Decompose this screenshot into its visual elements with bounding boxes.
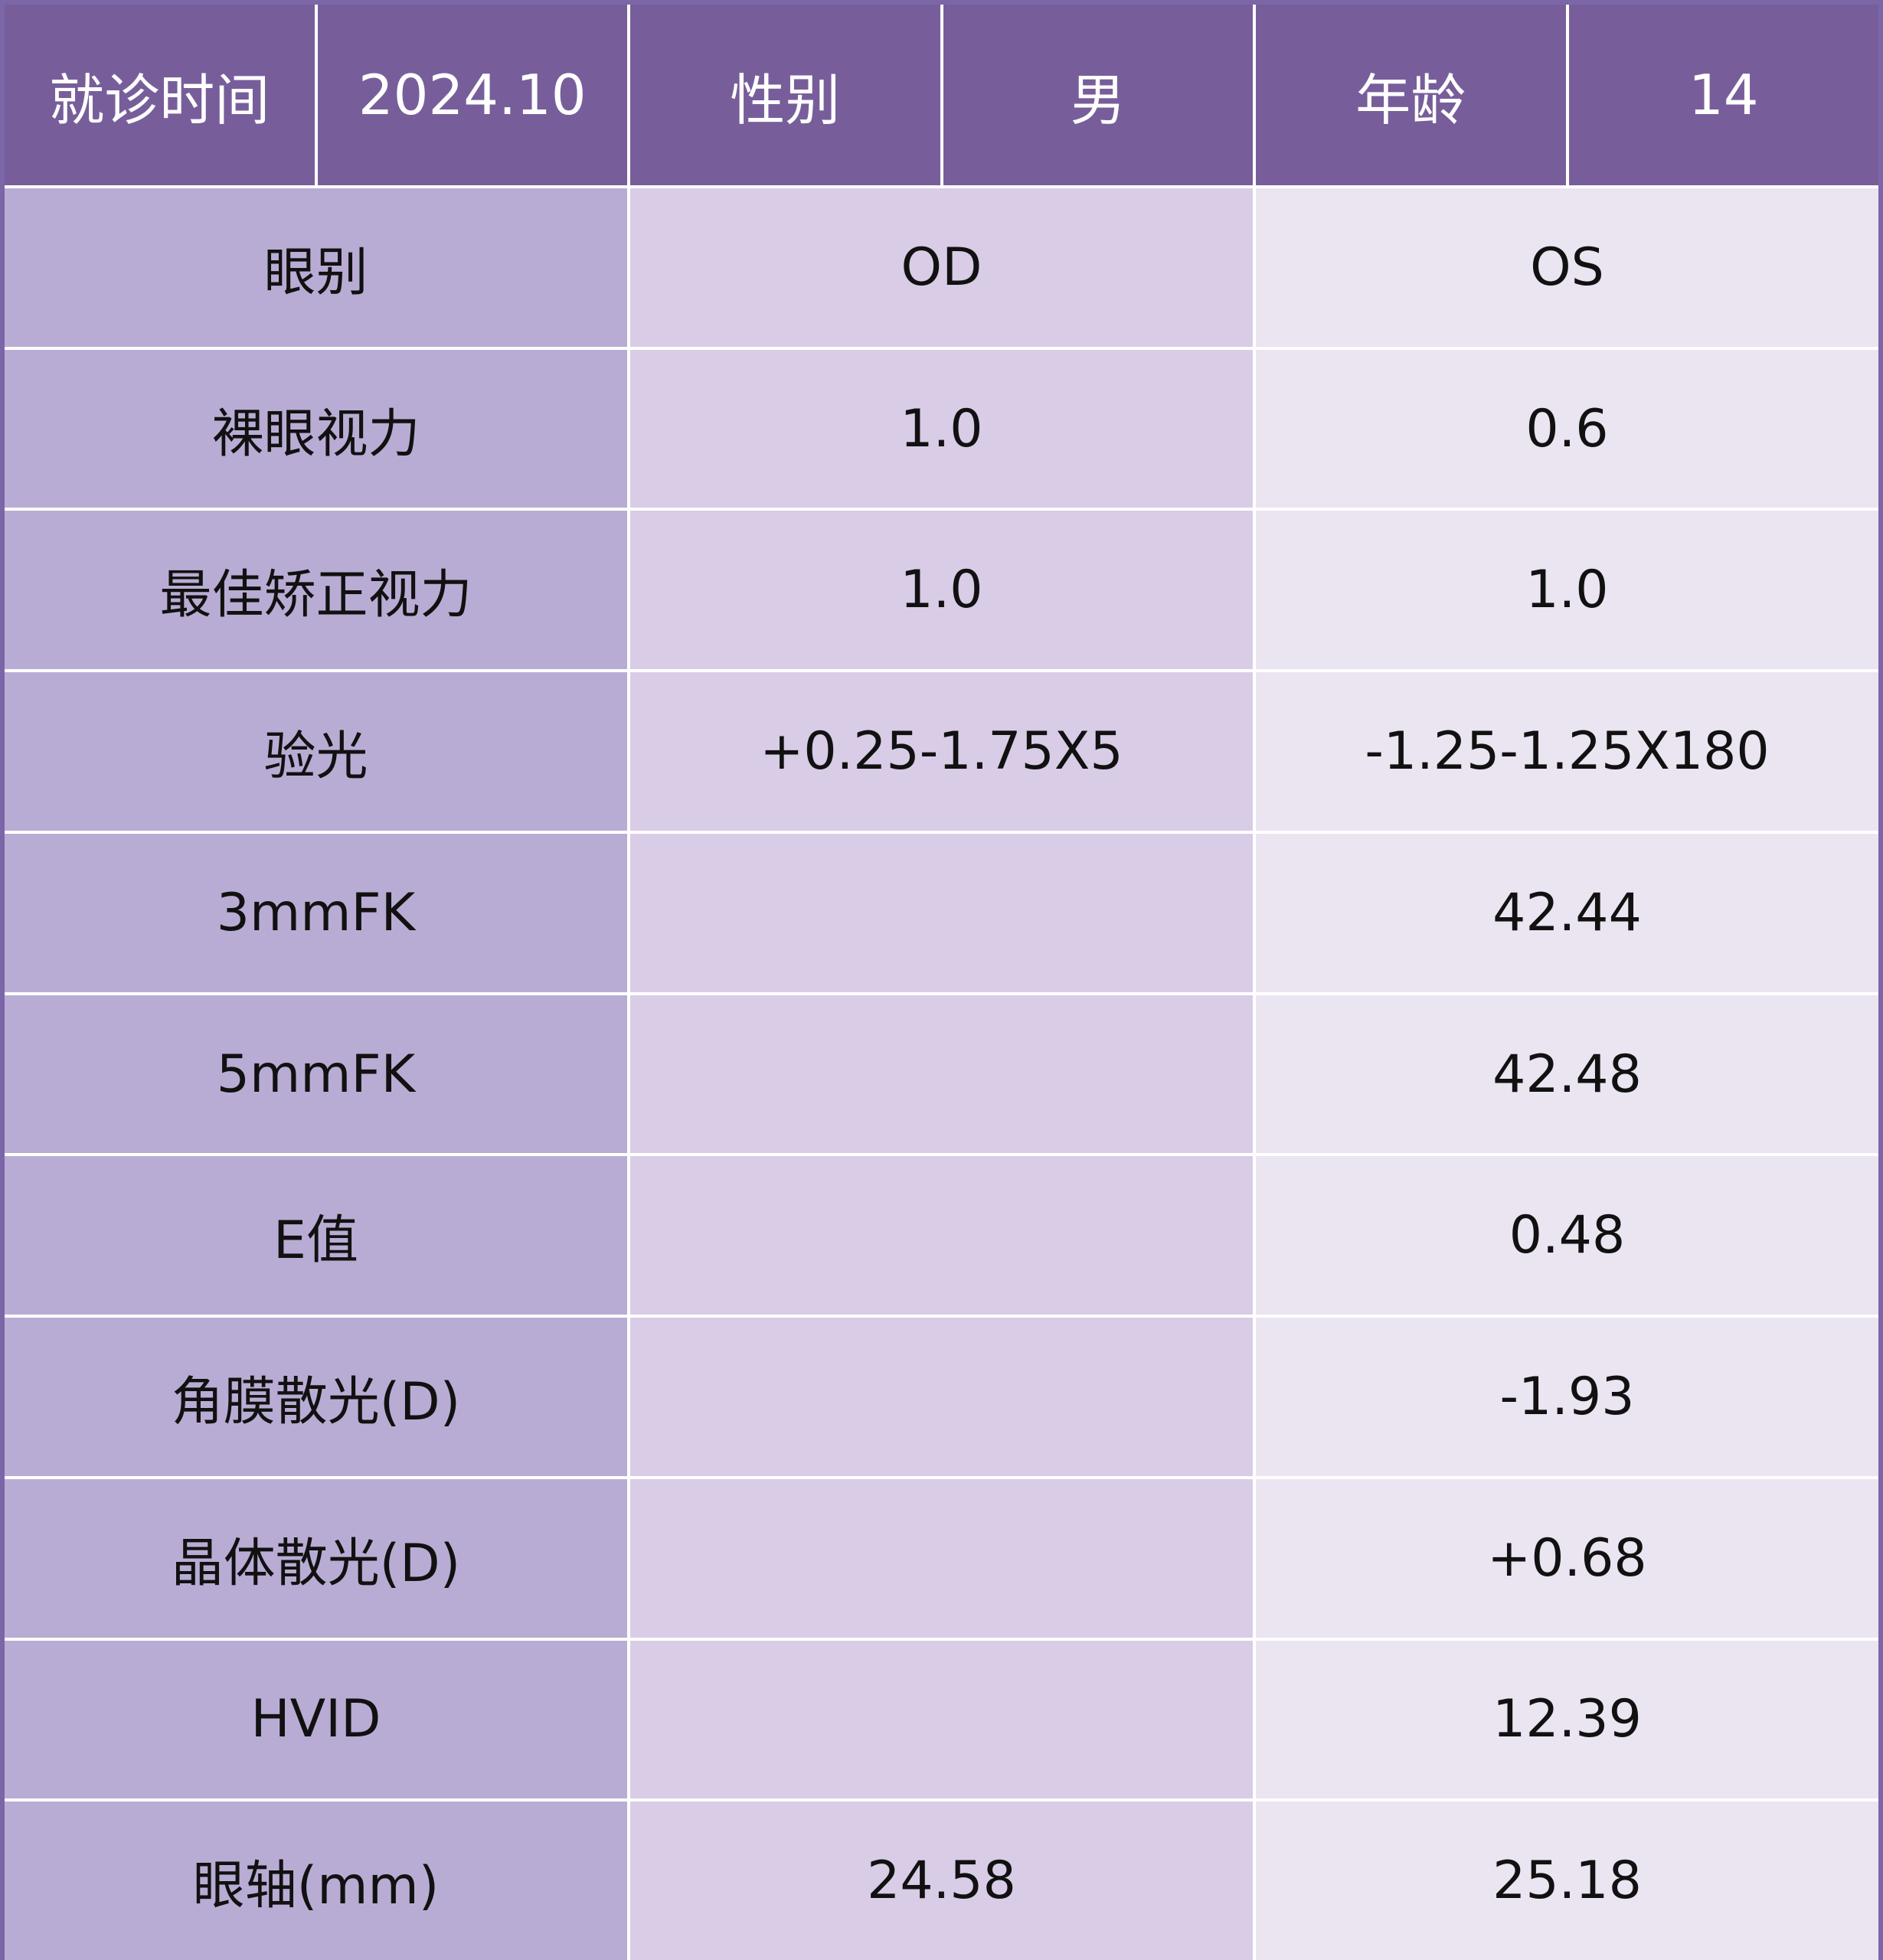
- od-value: [630, 995, 1256, 1154]
- table-row: 3mmFK 42.44: [5, 830, 1878, 992]
- os-value: -1.93: [1256, 1318, 1878, 1476]
- os-value: +0.68: [1256, 1478, 1878, 1638]
- table-row: 角膜散光(D) -1.93: [5, 1315, 1878, 1476]
- table-row: 眼别 OD OS: [5, 185, 1878, 347]
- os-value: 0.6: [1256, 349, 1878, 508]
- os-value: -1.25-1.25X180: [1256, 672, 1878, 831]
- row-label: 3mmFK: [5, 833, 630, 992]
- age-value: 14: [1688, 63, 1759, 127]
- os-value: 42.48: [1256, 995, 1878, 1154]
- os-value: 1.0: [1256, 511, 1878, 670]
- od-value: 24.58: [630, 1802, 1256, 1960]
- row-label: HVID: [5, 1640, 630, 1799]
- od-value: OD: [630, 188, 1256, 347]
- table-row: 晶体散光(D) +0.68: [5, 1475, 1878, 1638]
- row-label: 最佳矫正视力: [5, 511, 630, 670]
- od-value: [630, 833, 1256, 992]
- table-row: HVID 12.39: [5, 1637, 1878, 1799]
- os-value: OS: [1256, 188, 1878, 347]
- row-label: 眼轴(mm): [5, 1802, 630, 1960]
- od-value: [630, 1156, 1256, 1315]
- age-label: 年龄: [1256, 5, 1569, 185]
- od-value: [630, 1318, 1256, 1476]
- table-row: 裸眼视力 1.0 0.6: [5, 346, 1878, 508]
- table-row: 5mmFK 42.48: [5, 991, 1878, 1154]
- od-value: [630, 1640, 1256, 1799]
- gender-value: 男: [943, 5, 1256, 185]
- od-value: 1.0: [630, 511, 1256, 670]
- row-label: 5mmFK: [5, 995, 630, 1154]
- row-label: 裸眼视力: [5, 349, 630, 508]
- gender-label: 性别: [630, 5, 943, 185]
- os-value: 0.48: [1256, 1156, 1878, 1315]
- os-value: 25.18: [1256, 1802, 1878, 1960]
- os-value: 42.44: [1256, 833, 1878, 992]
- row-label: 验光: [5, 672, 630, 831]
- od-value: 1.0: [630, 349, 1256, 508]
- row-label: 晶体散光(D): [5, 1478, 630, 1638]
- header-row: 就诊时间 2024.10 性别 男 年龄 14: [5, 5, 1878, 185]
- visit-date-value: 2024.10: [318, 5, 630, 185]
- visit-date-label: 就诊时间: [5, 5, 318, 185]
- table-body: 眼别 OD OS 裸眼视力 1.0 0.6 最佳矫正视力 1.0 1.0 验光 …: [5, 185, 1878, 1960]
- table-row: E值 0.48: [5, 1153, 1878, 1315]
- row-label: 角膜散光(D): [5, 1318, 630, 1476]
- table-row: 眼轴(mm) 24.58 25.18: [5, 1798, 1878, 1960]
- od-value: +0.25-1.75X5: [630, 672, 1256, 831]
- row-label: 眼别: [5, 188, 630, 347]
- os-value: 12.39: [1256, 1640, 1878, 1799]
- table-row: 最佳矫正视力 1.0 1.0: [5, 508, 1878, 670]
- table-row: 验光 +0.25-1.75X5 -1.25-1.25X180: [5, 669, 1878, 831]
- od-value: [630, 1478, 1256, 1638]
- row-label: E值: [5, 1156, 630, 1315]
